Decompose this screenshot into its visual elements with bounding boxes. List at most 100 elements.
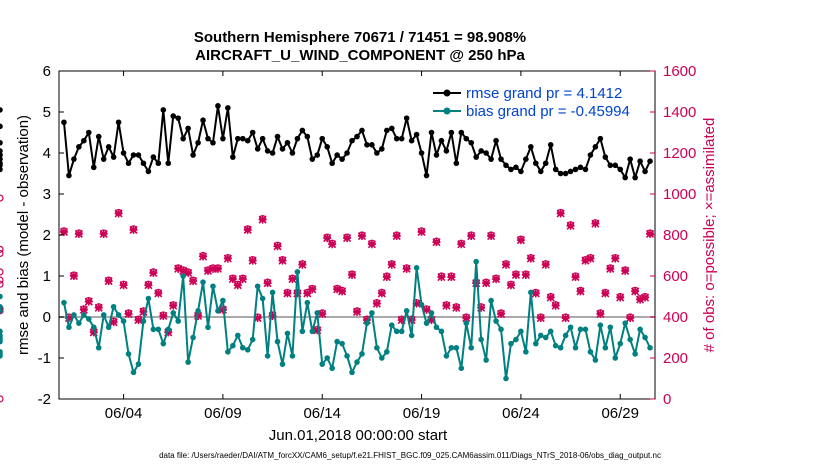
bias-point [319, 361, 326, 367]
obs-possible-marker [0, 245, 4, 253]
bias-point [155, 326, 162, 333]
rmse-point [264, 148, 271, 154]
rmse-point [279, 146, 286, 152]
rmse-point [339, 156, 345, 162]
bias-point [597, 322, 604, 329]
obs-assimilated-marker [645, 229, 655, 239]
bias-point [225, 349, 231, 355]
bias-point [105, 324, 112, 331]
bias-point [433, 324, 440, 331]
obs-assimilated-marker [462, 313, 471, 323]
rmse-point [557, 170, 564, 177]
bias-point [562, 332, 569, 339]
obs-assimilated-marker [263, 279, 272, 288]
rmse-point [468, 139, 475, 146]
obs-assimilated-marker [452, 303, 461, 312]
rmse-point [76, 144, 82, 150]
y-right-tick-label: 800 [663, 227, 688, 244]
obs-assimilated-marker [268, 311, 277, 321]
obs-assimilated-marker [347, 270, 357, 280]
obs-assimilated-marker [511, 270, 520, 280]
obs-assimilated-marker [278, 256, 287, 265]
obs-assimilated-marker [531, 289, 540, 298]
bias-point [423, 320, 430, 326]
rmse-point [508, 166, 514, 173]
rmse-point [552, 166, 559, 173]
rmse-point [448, 129, 455, 136]
rmse-point [453, 160, 460, 167]
bias-point [294, 269, 301, 275]
bias-point [612, 355, 619, 361]
obs-assimilated-marker [427, 316, 436, 325]
obs-assimilated-marker [382, 272, 391, 282]
rmse-point [140, 160, 147, 167]
obs-assimilated-marker [283, 289, 292, 298]
rmse-point [324, 144, 331, 150]
rmse-point [61, 119, 67, 126]
rmse-point [155, 160, 162, 167]
obs-assimilated-marker [576, 287, 585, 296]
bias-point [130, 369, 137, 376]
obs-assimilated-marker [506, 281, 516, 290]
rmse-point [572, 166, 579, 173]
bias-point [195, 308, 201, 314]
obs-assimilated-marker [208, 264, 218, 273]
obs-assimilated-marker [104, 277, 113, 286]
rmse-point [220, 135, 226, 142]
rmse-point [160, 107, 167, 113]
bias-point [0, 328, 3, 335]
obs-assimilated-marker [184, 268, 193, 277]
rmse-point [364, 142, 370, 148]
bias-point [473, 258, 480, 265]
obs-assimilated-marker [64, 313, 73, 323]
bias-point [269, 289, 276, 296]
rmse-point [374, 150, 380, 156]
rmse-point [602, 154, 609, 160]
bias-point [140, 318, 147, 324]
obs-assimilated-marker [581, 256, 590, 265]
rmse-point [125, 160, 132, 167]
obs-assimilated-marker [253, 313, 262, 323]
rmse-point [0, 107, 3, 113]
bias-point [413, 265, 420, 271]
rmse-point [110, 154, 117, 160]
obs-possible-marker [0, 280, 4, 288]
rmse-point [463, 135, 470, 142]
rmse-point [165, 160, 172, 167]
bias-point [567, 324, 574, 331]
rmse-point [309, 156, 316, 162]
obs-assimilated-marker [109, 318, 118, 327]
chart-title-line1: Southern Hemisphere 70671 / 71451 = 98.9… [194, 29, 526, 46]
rmse-point [637, 158, 643, 164]
obs-possible-marker [0, 305, 4, 313]
bias-point [0, 338, 3, 345]
obs-assimilated-marker [159, 311, 168, 321]
obs-assimilated-marker [149, 268, 158, 277]
obs-assimilated-marker [352, 307, 362, 316]
obs-assimilated-marker [89, 328, 98, 337]
obs-assimilated-marker [124, 309, 133, 318]
obs-assimilated-marker [551, 301, 560, 310]
bias-point [309, 328, 316, 335]
rmse-point [274, 133, 281, 140]
bias-point [160, 340, 167, 347]
obs-assimilated-marker [586, 254, 595, 263]
bias-point [408, 332, 415, 339]
rmse-point [170, 113, 177, 119]
bias-point [324, 355, 331, 361]
obs-assimilated-marker [556, 209, 565, 218]
obs-assimilated-marker [571, 272, 580, 282]
bias-point [533, 340, 539, 347]
bias-point [66, 324, 72, 331]
rmse-point [518, 168, 524, 175]
bias-point [220, 297, 226, 304]
bias-point [587, 349, 594, 355]
y-left-tick-label: 0 [43, 309, 51, 326]
obs-assimilated-marker [626, 313, 635, 323]
bias-point [463, 320, 470, 326]
legend-rmse-marker [443, 89, 451, 97]
rmse-point [443, 148, 450, 154]
obs-assimilated-marker [437, 272, 446, 282]
bias-point [488, 297, 494, 304]
